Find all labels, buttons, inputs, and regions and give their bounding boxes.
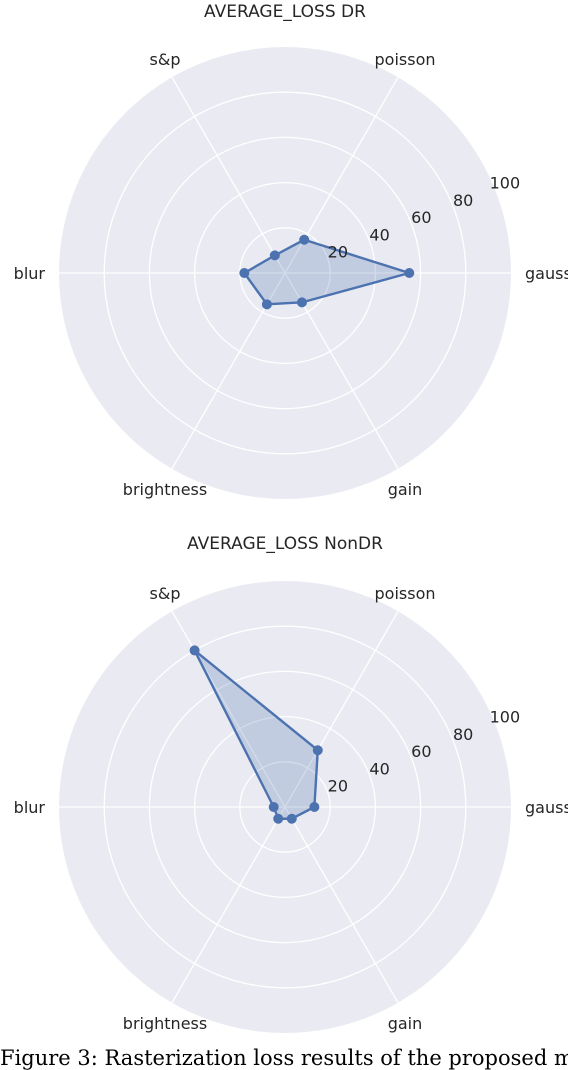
radar-chart-dr: 20 40 60 80 100 gauss poisson s&p blur brightness… xyxy=(0,0,568,520)
r-tick-label-20: 20 xyxy=(328,243,348,262)
radar-chart-nondr-svg: 20 40 60 80 100 gauss poisson s&p blur brightness… xyxy=(14,534,568,1033)
data-point-brightness xyxy=(261,299,272,310)
category-label-brightness: brightness xyxy=(123,480,207,499)
spoke-brightness xyxy=(171,806,286,1004)
category-label-poisson: poisson xyxy=(375,584,436,603)
category-label-poisson: poisson xyxy=(375,50,436,69)
spoke-poisson xyxy=(284,610,399,808)
chart-title: AVERAGE_LOSS NonDR xyxy=(187,534,383,554)
data-point-blur xyxy=(239,268,250,278)
data-point-sandp xyxy=(269,250,280,261)
category-label-gain: gain xyxy=(388,480,423,499)
category-label-gain: gain xyxy=(388,1014,423,1033)
data-point-blur xyxy=(268,802,279,812)
spoke-sandp xyxy=(171,610,286,808)
data-point-brightness xyxy=(273,813,284,824)
data-point-poisson xyxy=(299,234,310,245)
r-tick-label-100: 100 xyxy=(490,708,521,727)
chart-title: AVERAGE_LOSS DR xyxy=(204,2,366,22)
data-point-gauss xyxy=(404,268,415,278)
data-point-gain xyxy=(296,297,307,308)
data-point-poisson xyxy=(312,745,323,756)
category-label-sandp: s&p xyxy=(150,50,181,69)
category-label-blur: blur xyxy=(14,264,46,283)
r-tick-label-60: 60 xyxy=(411,742,431,761)
r-tick-label-40: 40 xyxy=(369,225,389,244)
r-tick-label-100: 100 xyxy=(490,174,521,193)
category-label-sandp: s&p xyxy=(150,584,181,603)
r-tick-label-60: 60 xyxy=(411,208,431,227)
r-tick-label-20: 20 xyxy=(328,777,348,796)
data-point-sandp xyxy=(189,645,200,656)
data-point-gauss xyxy=(309,802,320,812)
r-tick-label-80: 80 xyxy=(453,725,473,744)
spoke-sandp xyxy=(171,76,286,274)
category-label-blur: blur xyxy=(14,798,46,817)
category-label-gauss: gauss xyxy=(525,264,568,283)
category-label-brightness: brightness xyxy=(123,1014,207,1033)
radar-chart-dr-svg: 20 40 60 80 100 gauss poisson s&p blur brightness… xyxy=(14,2,568,499)
data-point-gain xyxy=(286,813,297,824)
figure-caption: Figure 3: Rasterization loss results of … xyxy=(0,1046,568,1070)
radar-chart-nondr: 20 40 60 80 100 gauss poisson s&p blur brightness… xyxy=(0,528,568,1056)
spoke-gain xyxy=(284,806,399,1004)
r-tick-label-80: 80 xyxy=(453,191,473,210)
category-label-gauss: gauss xyxy=(525,798,568,817)
r-tick-label-40: 40 xyxy=(369,759,389,778)
